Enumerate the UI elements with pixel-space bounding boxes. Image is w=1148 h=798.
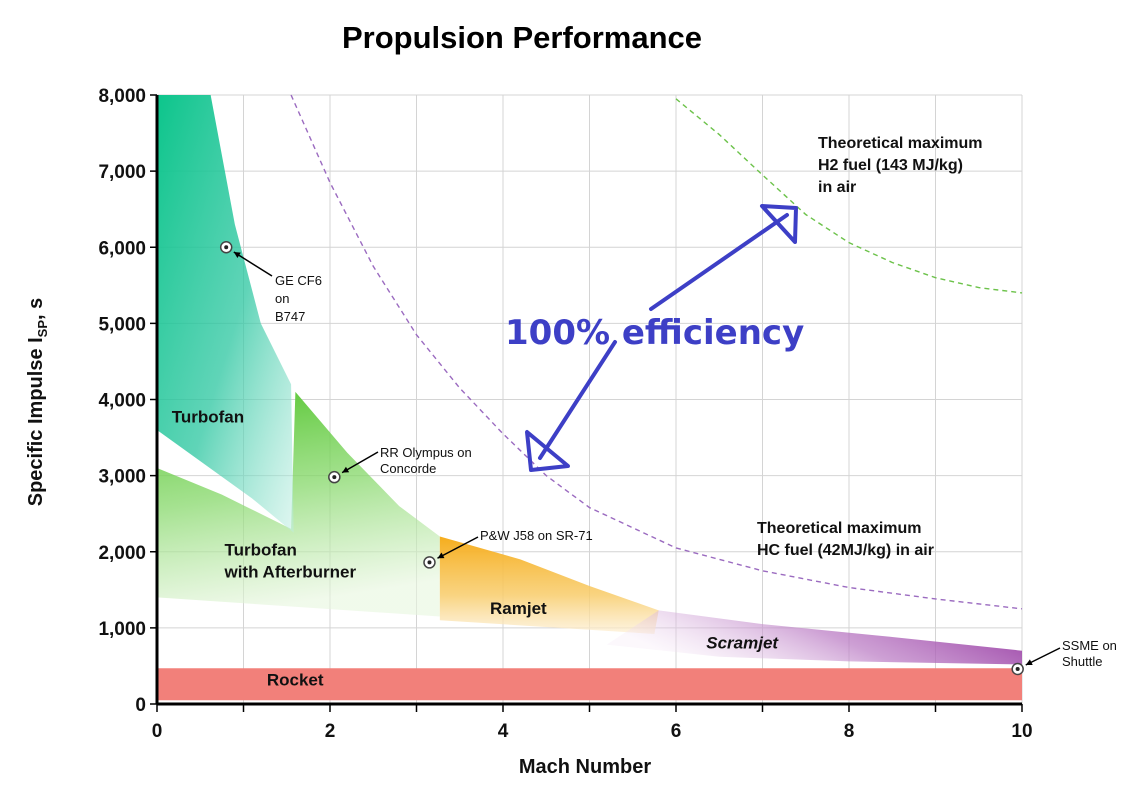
y-tick-label: 1,000 xyxy=(98,619,146,640)
region-rocket xyxy=(157,668,1022,701)
chart-title: Propulsion Performance xyxy=(342,20,702,55)
hc-note-line-1: Theoretical maximum xyxy=(757,520,922,537)
y-tick-label: 5,000 xyxy=(98,314,146,335)
x-tick-label: 4 xyxy=(498,721,509,742)
efficiency-label: 100% efficiency xyxy=(505,313,804,353)
x-tick-label: 0 xyxy=(152,721,163,742)
y-axis-label: Specific Impulse ISP, s xyxy=(25,298,50,507)
region-scramjet xyxy=(606,610,1022,665)
h2-note: Theoretical maximum H2 fuel (143 MJ/kg) … xyxy=(818,135,983,196)
callout-arrowhead-icon xyxy=(233,252,241,259)
region-labels: Turbofan Turbofan with Afterburner Ramjet Sc… xyxy=(172,407,780,689)
y-tick-label: 3,000 xyxy=(98,467,146,488)
hc-note-line-2: HC fuel (42MJ/kg) in air xyxy=(757,542,934,559)
y-axis-label-main: Specific Impulse I xyxy=(25,337,47,506)
callout-arrowhead-icon xyxy=(1025,659,1033,666)
h2-note-line-2: H2 fuel (143 MJ/kg) xyxy=(818,157,963,174)
region-label-turbofan: Turbofan xyxy=(172,407,244,426)
data-point-center xyxy=(332,475,337,480)
y-tick-label: 2,000 xyxy=(98,543,146,564)
data-point-center xyxy=(224,245,229,250)
region-label-rocket: Rocket xyxy=(267,671,324,690)
region-turbofan-with-afterburner xyxy=(157,391,440,617)
h2-note-line-3: in air xyxy=(818,179,856,196)
callout-line xyxy=(341,451,379,474)
callout-arrowhead-icon xyxy=(437,552,445,559)
callout-arrowhead-icon xyxy=(342,466,350,473)
regions xyxy=(157,95,1022,701)
y-tick-label: 0 xyxy=(135,695,146,716)
region-label-scramjet: Scramjet xyxy=(706,633,779,652)
callout-line xyxy=(437,536,479,559)
y-axis-label-unit: , s xyxy=(25,298,47,320)
x-tick-label: 6 xyxy=(671,721,682,742)
h2-theoretical-curve xyxy=(675,98,1023,294)
data-point-center xyxy=(1015,666,1020,671)
region-turbofan xyxy=(157,95,294,533)
point-label-ssme-on-shuttle: Shuttle xyxy=(1062,654,1102,669)
axes xyxy=(150,94,1023,712)
curves xyxy=(290,94,1023,610)
region-label-turbofan-with-afterburner: Turbofan xyxy=(224,541,296,560)
efficiency-arrow-icon xyxy=(525,204,798,472)
region-ramjet xyxy=(439,536,659,634)
point-label-ssme-on-shuttle: SSME on xyxy=(1062,638,1117,653)
h2-note-line-1: Theoretical maximum xyxy=(818,135,983,152)
region-label-ramjet: Ramjet xyxy=(490,599,547,618)
y-tick-label: 8,000 xyxy=(98,86,146,107)
callout-line xyxy=(233,251,273,277)
point-label-rr-olympus-on-concorde: Concorde xyxy=(380,461,436,476)
x-tick-label: 8 xyxy=(844,721,855,742)
x-axis-label: Mach Number xyxy=(519,756,651,778)
point-label-p-w-j58-on-sr-71: P&W J58 on SR-71 xyxy=(480,528,593,543)
region-label-line2: with Afterburner xyxy=(223,563,356,582)
point-label-ge-cf6-on-b747: GE CF6 xyxy=(275,273,322,288)
y-tick-label: 4,000 xyxy=(98,391,146,412)
hc-theoretical-curve xyxy=(290,94,1023,610)
callout-line xyxy=(1025,647,1061,666)
y-axis-label-sub: SP xyxy=(35,320,50,338)
tick-labels: 0 2 4 6 8 10 0 1,000 2,000 3,000 4,000 5,000 6,000 7,… xyxy=(98,86,1032,742)
point-label-ge-cf6-on-b747: B747 xyxy=(275,309,305,324)
data-point-center xyxy=(427,560,432,565)
point-label-ge-cf6-on-b747: on xyxy=(275,291,289,306)
y-tick-label: 7,000 xyxy=(98,162,146,183)
x-tick-label: 10 xyxy=(1011,721,1032,742)
y-tick-label: 6,000 xyxy=(98,238,146,259)
hc-note: Theoretical maximum HC fuel (42MJ/kg) in… xyxy=(757,520,934,559)
point-label-rr-olympus-on-concorde: RR Olympus on xyxy=(380,445,472,460)
x-tick-label: 2 xyxy=(325,721,336,742)
